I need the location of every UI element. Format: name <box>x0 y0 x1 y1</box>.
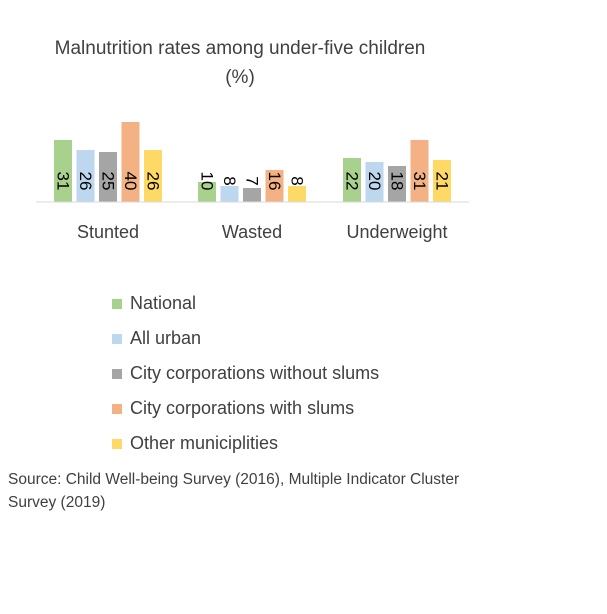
legend-item-2: City corporations without slums <box>112 356 379 391</box>
data-label-underweight-2: 18 <box>388 172 407 191</box>
legend-item-3: City corporations with slums <box>112 391 379 426</box>
category-label-wasted: Wasted <box>222 222 282 242</box>
legend-swatch <box>112 333 122 344</box>
legend-item-0: National <box>112 286 379 321</box>
bar-stunted-2 <box>99 152 117 202</box>
bar-wasted-0 <box>198 182 216 202</box>
bar-wasted-2 <box>243 188 261 202</box>
legend-swatch <box>112 368 122 379</box>
legend-label: All urban <box>130 328 202 348</box>
data-label-underweight-1: 20 <box>365 172 384 191</box>
bar-underweight-2 <box>388 166 406 202</box>
data-label-stunted-0: 31 <box>54 172 73 191</box>
category-label-underweight: Underweight <box>346 222 447 242</box>
data-label-wasted-0: 10 <box>198 172 217 191</box>
bars-layer <box>54 122 451 202</box>
data-label-underweight-4: 21 <box>433 172 452 191</box>
data-label-wasted-1: 8 <box>220 176 239 185</box>
legend-swatch <box>112 403 122 414</box>
category-label-stunted: Stunted <box>77 222 139 242</box>
bar-stunted-0 <box>54 140 72 202</box>
data-label-stunted-4: 26 <box>144 172 163 191</box>
bar-underweight-1 <box>365 162 384 202</box>
legend-item-4: Other municiplities <box>112 426 379 461</box>
bar-underweight-0 <box>343 158 361 202</box>
bar-wasted-1 <box>220 186 239 202</box>
data-label-underweight-3: 31 <box>410 172 429 191</box>
data-label-stunted-3: 40 <box>121 172 140 191</box>
legend-label: Other municiplities <box>130 433 279 453</box>
legend-swatch <box>112 438 122 449</box>
chart-title: Malnutrition rates among under-five chil… <box>54 38 426 88</box>
bar-stunted-3 <box>121 122 140 202</box>
bar-underweight-4 <box>433 160 451 202</box>
bar-underweight-3 <box>410 140 429 202</box>
bar-wasted-4 <box>288 186 306 202</box>
bar-stunted-4 <box>144 150 162 202</box>
legend: National All urban City corporations witho… <box>112 286 379 461</box>
legend-label: National <box>130 293 197 313</box>
data-label-stunted-2: 25 <box>99 172 118 191</box>
legend-item-1: All urban <box>112 321 379 356</box>
legend-swatch <box>112 298 122 309</box>
legend-label: City corporations without slums <box>130 363 380 383</box>
bar-wasted-3 <box>265 170 284 202</box>
bar-stunted-1 <box>76 150 95 202</box>
legend-label: City corporations with slums <box>130 398 355 418</box>
source-note: Source: Child Well-being Survey (2016), … <box>8 471 460 511</box>
data-label-wasted-4: 8 <box>288 176 307 185</box>
data-label-underweight-0: 22 <box>343 172 362 191</box>
data-label-wasted-2: 7 <box>243 176 262 185</box>
data-label-stunted-1: 26 <box>76 172 95 191</box>
data-label-wasted-3: 16 <box>265 172 284 191</box>
